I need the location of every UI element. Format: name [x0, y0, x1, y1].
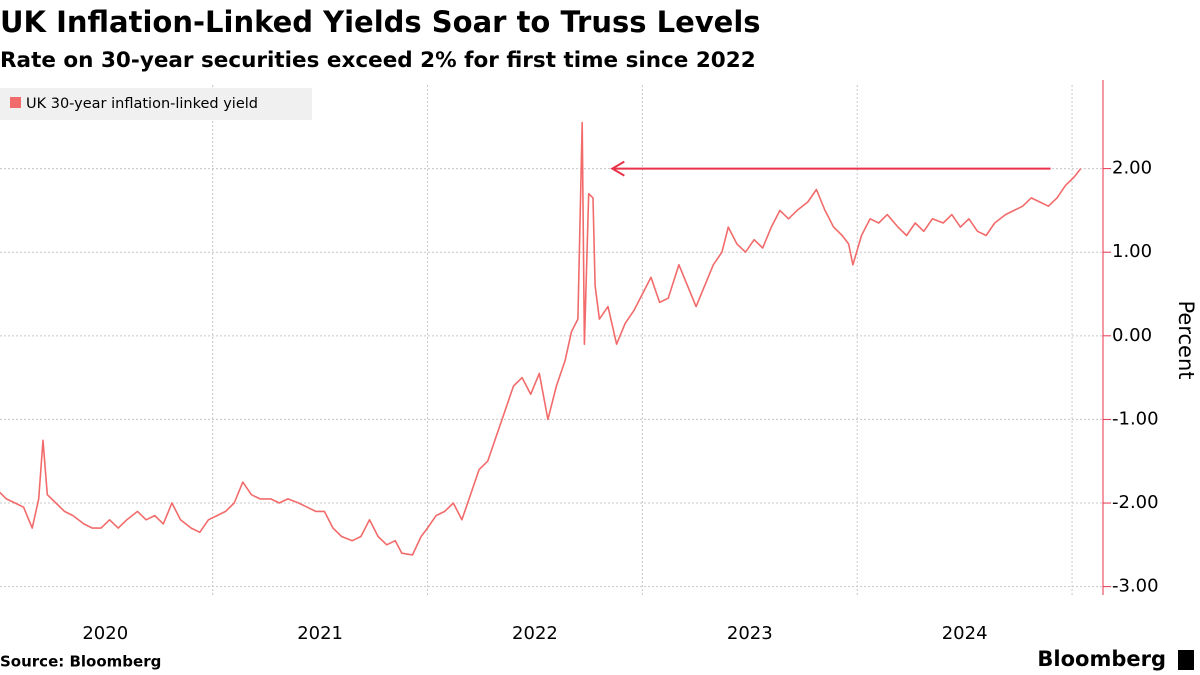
y-tick-label: 1.00	[1112, 241, 1152, 262]
y-tick-label: 0.00	[1112, 325, 1152, 346]
brand-icon	[1178, 650, 1194, 670]
chart-subtitle: Rate on 30-year securities exceed 2% for…	[0, 48, 756, 73]
legend-box	[0, 88, 312, 120]
x-tick-label: 2020	[82, 623, 128, 644]
y-tick-label: -1.00	[1112, 408, 1159, 429]
source: Source: Bloomberg	[0, 653, 161, 671]
x-tick-label: 2021	[297, 623, 343, 644]
x-tick-label: 2024	[942, 623, 988, 644]
brand-logo: Bloomberg	[1037, 647, 1166, 671]
legend-label: UK 30-year inflation-linked yield	[26, 96, 258, 112]
data-line	[0, 121, 1082, 556]
chart-title: UK Inflation-Linked Yields Soar to Truss…	[0, 5, 761, 39]
y-tick-label: -2.00	[1112, 492, 1159, 513]
y-tick-label: 2.00	[1112, 158, 1152, 179]
arrow-head	[610, 160, 625, 177]
legend-swatch	[10, 97, 21, 108]
y-tick-label: -3.00	[1112, 576, 1159, 597]
y-axis-label: Percent	[1174, 300, 1198, 379]
x-tick-label: 2023	[727, 623, 773, 644]
x-tick-label: 2022	[512, 623, 558, 644]
